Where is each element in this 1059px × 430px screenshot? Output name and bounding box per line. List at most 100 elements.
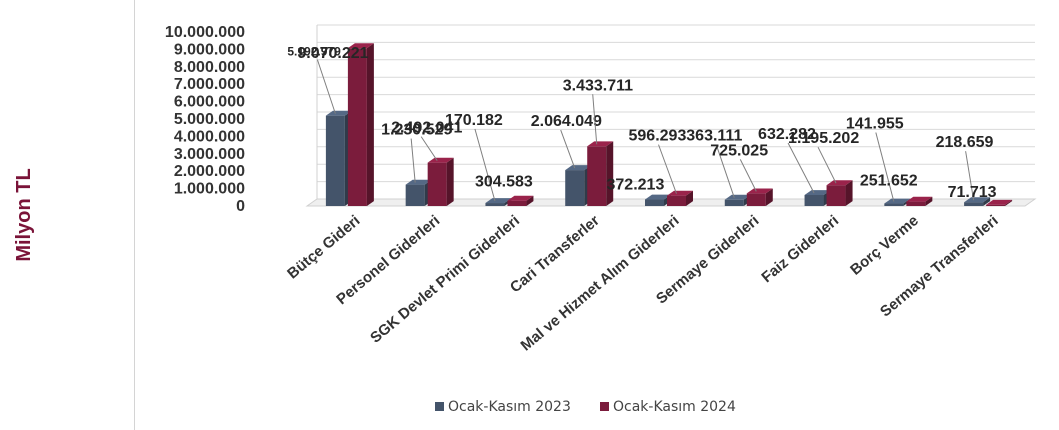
bar-side bbox=[845, 180, 853, 206]
bar-top bbox=[804, 190, 831, 195]
leader-line bbox=[316, 59, 336, 114]
category-label: Mal ve Hizmet Alım Giderleri bbox=[518, 212, 683, 354]
bar-2023 bbox=[405, 184, 425, 206]
bar-side bbox=[925, 196, 933, 206]
bar-side bbox=[983, 197, 991, 206]
bar-2023 bbox=[325, 115, 345, 206]
leader-line bbox=[658, 144, 677, 194]
y-tick-label: 6.000.000 bbox=[174, 94, 245, 111]
bar-top bbox=[485, 198, 512, 204]
data-label: 372.213 bbox=[607, 177, 665, 194]
y-tick-label: 9.000.000 bbox=[174, 41, 245, 58]
chart-svg: 10.000.0009.000.0008.000.0007.000.0006.0… bbox=[165, 24, 1037, 415]
data-label: 5.192.979 bbox=[287, 45, 341, 59]
data-label: 632.282 bbox=[758, 126, 816, 143]
bar-2024 bbox=[587, 146, 607, 206]
leader-line bbox=[474, 128, 496, 202]
bar-2024 bbox=[986, 204, 1006, 206]
bar-2023 bbox=[645, 199, 664, 206]
bar-top bbox=[826, 180, 853, 186]
data-label: 304.583 bbox=[475, 174, 533, 191]
leader-line bbox=[787, 142, 815, 194]
bar-side bbox=[1005, 199, 1013, 206]
category-label: Bütçe Gideri bbox=[284, 212, 363, 282]
bar-side bbox=[606, 141, 614, 206]
data-label: 2.064.049 bbox=[531, 113, 602, 130]
bar-side bbox=[366, 43, 374, 207]
bar-2024 bbox=[667, 195, 686, 206]
leader-line bbox=[739, 159, 757, 192]
bar-side bbox=[526, 195, 534, 206]
legend-swatch bbox=[600, 402, 609, 411]
data-label: 9.070.221 bbox=[297, 45, 368, 62]
bar-2023 bbox=[565, 170, 585, 206]
chart-area: 10.000.000 9.000.000 8.000.000 7.000.000 6.0… bbox=[134, 0, 1059, 430]
bar-top bbox=[347, 43, 374, 49]
bar-2024 bbox=[347, 48, 367, 206]
leader-line bbox=[420, 136, 438, 161]
leader-line bbox=[592, 94, 598, 145]
data-label: 363.111 bbox=[686, 128, 742, 145]
y-tick-label: 4.000.000 bbox=[174, 128, 245, 145]
data-label: 251.652 bbox=[860, 173, 918, 190]
bar-2024 bbox=[507, 200, 527, 206]
leader-line bbox=[965, 151, 975, 201]
bar-top bbox=[964, 197, 991, 203]
category-label: Borç Verme bbox=[847, 212, 922, 279]
category-label: SGK Devlet Primi Giderleri bbox=[367, 212, 523, 347]
data-label: 218.659 bbox=[936, 134, 994, 151]
legend-swatch bbox=[435, 402, 444, 411]
data-label: 1.230.529 bbox=[381, 122, 452, 139]
y-tick-label: 1.000.000 bbox=[174, 181, 245, 198]
bar-top bbox=[427, 157, 454, 163]
bar-2024 bbox=[746, 193, 766, 206]
y-tick-label: 5.000.000 bbox=[174, 111, 245, 128]
data-label: 2.492.041 bbox=[391, 120, 462, 137]
leader-line bbox=[875, 132, 895, 202]
bar-top bbox=[906, 196, 933, 202]
bar-2023 bbox=[884, 203, 904, 206]
bar-top bbox=[746, 188, 773, 194]
bar-2023 bbox=[485, 203, 505, 206]
y-tick-label: 7.000.000 bbox=[174, 76, 245, 93]
leader-line bbox=[560, 129, 576, 169]
leader-line bbox=[410, 138, 416, 183]
bar-top bbox=[724, 194, 751, 200]
bar-top bbox=[405, 179, 432, 185]
y-tick-label: 0 bbox=[236, 198, 245, 215]
bar-2023 bbox=[964, 202, 984, 206]
data-label: 141.955 bbox=[846, 116, 904, 133]
data-label: 170.182 bbox=[445, 112, 503, 129]
y-tick-label: 10.000.000 bbox=[165, 24, 245, 41]
bar-top bbox=[565, 165, 592, 171]
bar-2024 bbox=[906, 201, 926, 206]
legend-label: Ocak-Kasım 2024 bbox=[613, 399, 736, 415]
bar-2024 bbox=[427, 162, 447, 206]
bar-top bbox=[667, 190, 693, 196]
bar-top bbox=[986, 199, 1013, 205]
bar-side bbox=[765, 188, 773, 206]
leader-line bbox=[715, 144, 735, 198]
y-axis-title-text: Milyon TL bbox=[13, 168, 35, 261]
bar-top bbox=[325, 110, 352, 116]
y-tick-label: 8.000.000 bbox=[174, 59, 245, 76]
data-label: 3.433.711 bbox=[563, 77, 633, 94]
data-label: 725.025 bbox=[710, 142, 768, 159]
bar-top bbox=[507, 195, 534, 201]
bar-top bbox=[884, 198, 911, 204]
bar-side bbox=[446, 157, 454, 206]
bar-top bbox=[645, 194, 671, 200]
category-label: Faiz Giderleri bbox=[758, 212, 842, 286]
bar-side bbox=[686, 190, 693, 206]
data-label: 596.293 bbox=[629, 128, 687, 145]
bar-top bbox=[587, 141, 614, 147]
leader-line bbox=[817, 146, 837, 184]
bar-2023 bbox=[804, 194, 824, 206]
legend-label: Ocak-Kasım 2023 bbox=[448, 399, 571, 415]
data-label: 1.195.202 bbox=[788, 130, 859, 147]
bar-2023 bbox=[724, 199, 744, 206]
y-tick-label: 2.000.000 bbox=[174, 163, 245, 180]
bar-2024 bbox=[826, 185, 846, 206]
y-axis-title-svg: Milyon TL bbox=[13, 168, 35, 261]
y-tick-label: 3.000.000 bbox=[174, 146, 245, 163]
